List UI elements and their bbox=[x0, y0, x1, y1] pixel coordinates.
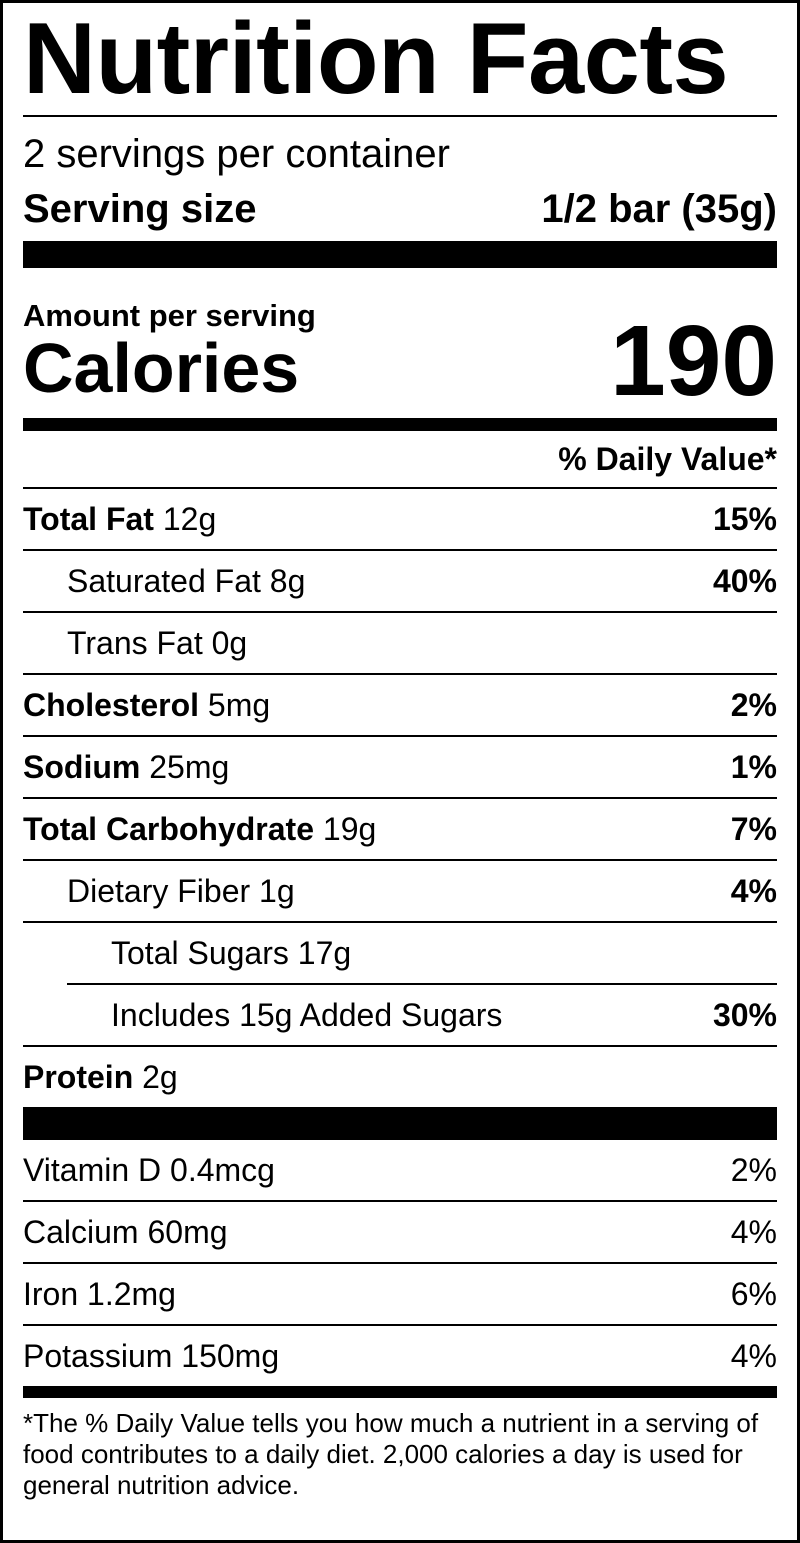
nutrient-dv: 2% bbox=[730, 686, 777, 723]
nutrient-row-total-fat: Total Fat 12g 15% bbox=[23, 489, 777, 551]
medium-divider bbox=[23, 418, 777, 431]
nutrient-row-sodium: Sodium 25mg 1% bbox=[23, 737, 777, 799]
total-sugars-block: Total Sugars 17g bbox=[23, 923, 777, 985]
calories-value: 190 bbox=[610, 305, 777, 417]
nutrient-name: Total Fat bbox=[23, 500, 154, 537]
nutrient-amount: 19g bbox=[322, 810, 377, 847]
nutrient-row-added-sugars: Includes 15g Added Sugars 30% bbox=[111, 985, 777, 1047]
nutrient-name: Sodium bbox=[23, 748, 141, 785]
vitamin-name: Potassium 150mg bbox=[23, 1337, 280, 1374]
nutrient-amount: 17g bbox=[297, 934, 352, 971]
nutrient-name: Trans Fat bbox=[67, 624, 203, 661]
nutrient-amount: 1g bbox=[259, 872, 295, 909]
nutrient-amount: 2g bbox=[142, 1058, 178, 1095]
vitamin-dv: 2% bbox=[730, 1151, 777, 1188]
daily-value-header: % Daily Value* bbox=[23, 431, 777, 489]
vitamin-row-calcium: Calcium 60mg 4% bbox=[23, 1202, 777, 1264]
nutrient-name: Total Carbohydrate bbox=[23, 810, 314, 847]
nutrient-name: Total Sugars bbox=[111, 934, 289, 971]
nutrient-dv: 15% bbox=[712, 500, 777, 537]
nutrient-row-total-carbohydrate: Total Carbohydrate 19g 7% bbox=[23, 799, 777, 861]
footnote: *The % Daily Value tells you how much a … bbox=[23, 1408, 759, 1500]
vitamins-section: Vitamin D 0.4mcg 2% Calcium 60mg 4% Iron… bbox=[23, 1140, 777, 1386]
serving-size-label: Serving size bbox=[23, 187, 257, 231]
added-sugars-block: Includes 15g Added Sugars 30% bbox=[23, 985, 777, 1047]
nutrient-dv: 1% bbox=[730, 748, 777, 785]
vitamin-row-iron: Iron 1.2mg 6% bbox=[23, 1264, 777, 1326]
nutrient-amount: 12g bbox=[162, 500, 217, 537]
nutrient-amount: 25mg bbox=[149, 748, 230, 785]
vitamin-name: Vitamin D 0.4mcg bbox=[23, 1151, 275, 1188]
vitamin-dv: 6% bbox=[730, 1275, 777, 1312]
nutrient-name: Saturated Fat bbox=[67, 562, 261, 599]
nutrient-name: Includes 15g Added Sugars bbox=[111, 996, 503, 1033]
nutrient-amount: 0g bbox=[211, 624, 248, 661]
nutrient-row-protein: Protein 2g bbox=[23, 1047, 777, 1107]
servings-per-container: 2 servings per container bbox=[23, 132, 450, 176]
calories-label: Calories bbox=[23, 329, 300, 407]
thick-divider bbox=[23, 1107, 777, 1140]
medium-divider bbox=[23, 1386, 777, 1398]
nutrient-row-dietary-fiber: Dietary Fiber 1g 4% bbox=[23, 861, 777, 923]
vitamin-row-vitamin-d: Vitamin D 0.4mcg 2% bbox=[23, 1140, 777, 1202]
nutrient-dv: 7% bbox=[730, 810, 777, 847]
vitamin-dv: 4% bbox=[730, 1337, 777, 1374]
thick-divider bbox=[23, 241, 777, 268]
nutrient-row-total-sugars: Total Sugars 17g bbox=[67, 923, 777, 985]
nutrient-dv: 30% bbox=[712, 996, 777, 1033]
divider bbox=[23, 115, 777, 117]
nutrient-row-cholesterol: Cholesterol 5mg 2% bbox=[23, 675, 777, 737]
amount-per-serving: Amount per serving bbox=[23, 298, 316, 333]
serving-size: Serving size 1/2 bar (35g) bbox=[23, 189, 777, 235]
vitamin-name: Iron 1.2mg bbox=[23, 1275, 176, 1312]
nutrient-dv: 40% bbox=[712, 562, 777, 599]
nutrient-name: Dietary Fiber bbox=[67, 872, 251, 909]
vitamin-dv: 4% bbox=[730, 1213, 777, 1250]
nutrient-amount: 5mg bbox=[207, 686, 271, 723]
vitamin-row-potassium: Potassium 150mg 4% bbox=[23, 1326, 777, 1386]
nutrient-dv: 4% bbox=[730, 872, 777, 909]
serving-size-value: 1/2 bar (35g) bbox=[541, 187, 777, 231]
nutrient-name: Protein bbox=[23, 1058, 134, 1095]
nutrient-name: Cholesterol bbox=[23, 686, 200, 723]
nutrient-amount: 8g bbox=[269, 562, 306, 599]
vitamin-name: Calcium 60mg bbox=[23, 1213, 228, 1250]
nutrient-row-saturated-fat: Saturated Fat 8g 40% bbox=[23, 551, 777, 613]
label-title: Nutrition Facts bbox=[23, 3, 729, 115]
nutrient-row-trans-fat: Trans Fat 0g bbox=[23, 613, 777, 675]
calories-row: Calories 190 bbox=[23, 311, 777, 411]
